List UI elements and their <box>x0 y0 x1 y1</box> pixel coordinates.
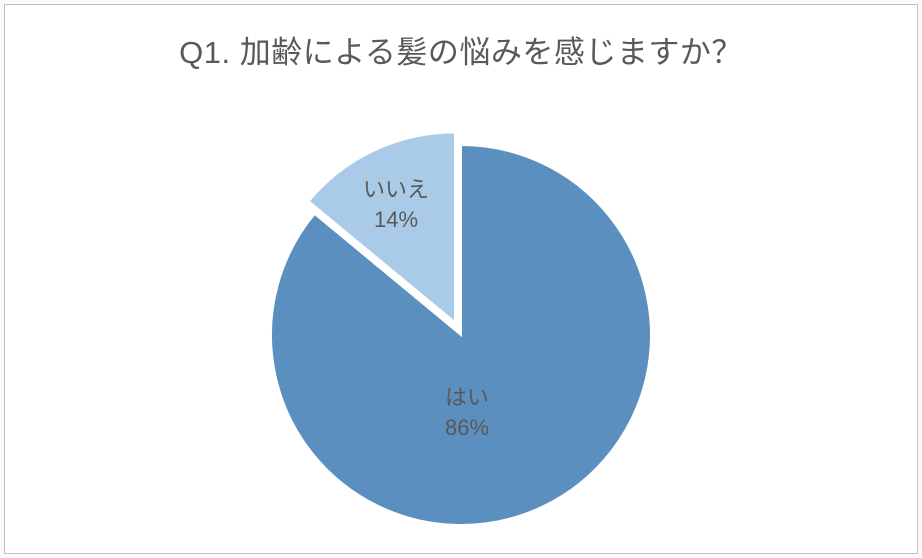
slice-name-yes: はい <box>445 385 489 410</box>
slice-percent-yes: 86% <box>445 415 489 440</box>
slice-label-no: いいえ 14% <box>363 175 429 234</box>
slice-percent-no: 14% <box>374 207 418 232</box>
pie-chart: はい 86% いいえ 14% <box>5 5 917 553</box>
chart-panel: Q1. 加齢による髪の悩みを感じますか？ はい 86% いいえ 14% <box>4 4 918 554</box>
slice-label-yes: はい 86% <box>445 383 489 442</box>
slice-name-no: いいえ <box>363 177 429 202</box>
chart-container: Q1. 加齢による髪の悩みを感じますか？ はい 86% いいえ 14% <box>0 0 922 558</box>
